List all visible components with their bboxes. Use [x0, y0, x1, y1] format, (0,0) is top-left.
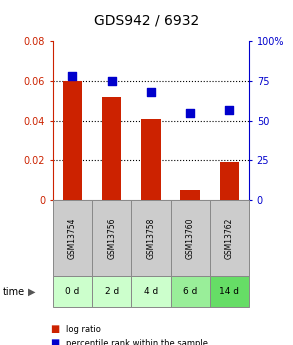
Text: ▶: ▶	[28, 287, 35, 296]
Point	[70, 73, 75, 79]
Bar	[141, 119, 161, 200]
Point	[149, 89, 153, 95]
Text: GDS942 / 6932: GDS942 / 6932	[94, 14, 199, 28]
Text: GSM13760: GSM13760	[186, 217, 195, 259]
Bar	[102, 97, 121, 200]
Bar	[220, 162, 239, 200]
Text: ■: ■	[50, 338, 59, 345]
Text: log ratio: log ratio	[66, 325, 101, 334]
Bar	[63, 81, 82, 200]
Text: 0 d: 0 d	[65, 287, 80, 296]
Point	[109, 78, 114, 84]
Text: 14 d: 14 d	[219, 287, 239, 296]
Bar	[180, 190, 200, 200]
Text: 4 d: 4 d	[144, 287, 158, 296]
Point	[227, 107, 232, 112]
Point	[188, 110, 193, 116]
Text: 2 d: 2 d	[105, 287, 119, 296]
Text: GSM13758: GSM13758	[146, 217, 155, 259]
Text: percentile rank within the sample: percentile rank within the sample	[66, 339, 208, 345]
Text: GSM13754: GSM13754	[68, 217, 77, 259]
Text: time: time	[3, 287, 25, 296]
Text: GSM13762: GSM13762	[225, 217, 234, 259]
Text: 6 d: 6 d	[183, 287, 197, 296]
Text: ■: ■	[50, 325, 59, 334]
Text: GSM13756: GSM13756	[107, 217, 116, 259]
